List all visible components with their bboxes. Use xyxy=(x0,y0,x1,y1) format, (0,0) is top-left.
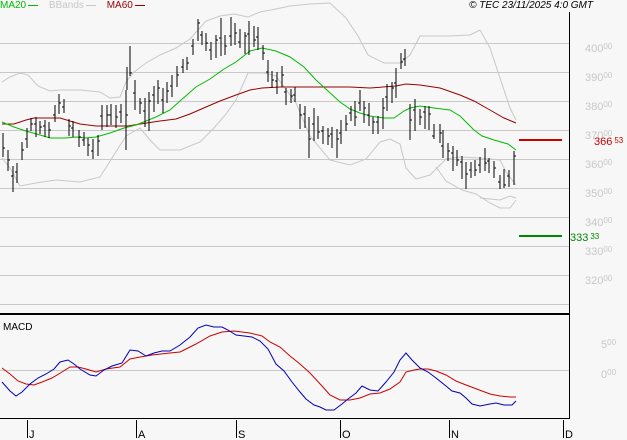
legend-ma60: MA60 xyxy=(107,0,145,11)
bbands xyxy=(1,2,517,209)
svg-text:32000: 32000 xyxy=(585,274,613,287)
legend-ma20-swatch xyxy=(28,4,39,6)
ma20-line xyxy=(1,47,517,151)
macd-signal-line xyxy=(1,330,516,401)
legend-ma60-swatch xyxy=(134,4,145,6)
legend-ma20: MA20 xyxy=(0,0,41,11)
svg-text:34000: 34000 xyxy=(585,216,613,229)
resistance-value: 366 53 xyxy=(594,136,624,148)
chart-legend: MA20 BBands MA60 xyxy=(0,0,153,12)
legend-ma20-label: MA20 xyxy=(0,0,27,11)
legend-bbands: BBands xyxy=(49,0,99,11)
price-gridlines xyxy=(0,43,569,305)
svg-text:39000: 39000 xyxy=(585,71,613,84)
legend-bbands-label: BBands xyxy=(48,0,84,11)
month-label-d: D xyxy=(565,429,573,440)
month-axis xyxy=(27,420,564,438)
support-value: 333 33 xyxy=(570,232,600,244)
month-labels: J A S O N D xyxy=(29,429,573,440)
month-label-a: A xyxy=(138,429,146,440)
month-label-n: N xyxy=(451,429,459,440)
legend-bbands-swatch xyxy=(85,4,96,6)
svg-text:36000: 36000 xyxy=(585,158,613,171)
copyright-timestamp: © TEC 23/11/2025 4:0 GMT xyxy=(469,0,593,11)
macd-line xyxy=(1,324,517,411)
month-label-j: J xyxy=(29,429,35,440)
legend-ma60-label: MA60 xyxy=(106,0,133,11)
ohlc-bars xyxy=(2,17,516,192)
svg-text:37000: 37000 xyxy=(585,129,613,142)
svg-text:40000: 40000 xyxy=(585,42,613,55)
svg-text:38000: 38000 xyxy=(585,100,613,113)
svg-text:500: 500 xyxy=(601,338,617,351)
price-axis: 40000 39000 38000 37000 36000 35000 3400… xyxy=(585,42,613,287)
svg-text:33000: 33000 xyxy=(585,245,613,258)
month-label-s: S xyxy=(238,429,245,440)
svg-text:000: 000 xyxy=(601,368,617,381)
month-label-o: O xyxy=(342,429,351,440)
macd-axis: 500 000 xyxy=(601,338,617,381)
svg-text:35000: 35000 xyxy=(585,187,613,200)
macd-panel-title: MACD xyxy=(3,322,33,333)
